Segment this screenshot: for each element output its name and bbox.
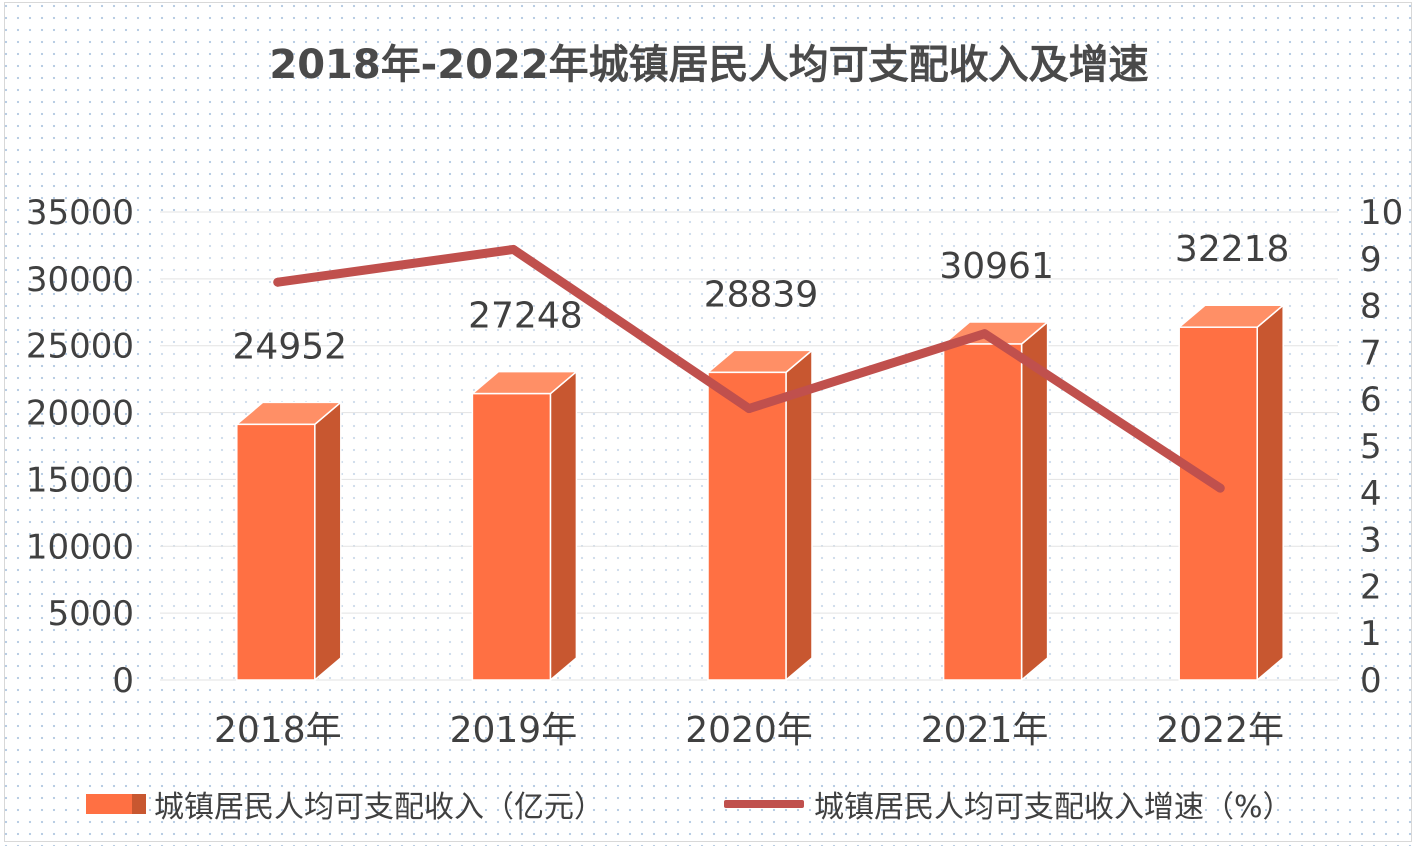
x-axis-tick-label: 2021年 bbox=[921, 710, 1049, 751]
bar-side bbox=[1256, 303, 1284, 682]
x-axis-tick-label: 2022年 bbox=[1156, 710, 1284, 751]
left-axis-tick-label: 15000 bbox=[26, 460, 134, 500]
x-axis-tick-label: 2018年 bbox=[214, 710, 342, 751]
left-axis-tick-label: 20000 bbox=[26, 394, 134, 434]
left-axis-tick-label: 10000 bbox=[26, 527, 134, 567]
growth-rate-point bbox=[744, 404, 754, 414]
left-axis-tick-label: 0 bbox=[112, 661, 134, 701]
right-axis-tick-label: 5 bbox=[1360, 427, 1382, 467]
legend-label-line: 城镇居民人均可支配收入增速（%） bbox=[814, 790, 1293, 825]
right-axis-tick-label: 0 bbox=[1360, 661, 1382, 701]
x-axis-tick-label: 2019年 bbox=[450, 710, 578, 751]
legend-item-bar: 城镇居民人均可支配收入（亿元） bbox=[86, 782, 604, 826]
growth-rate-point bbox=[273, 277, 283, 287]
chart-title: 2018年-2022年城镇居民人均可支配收入及增速 bbox=[269, 42, 1149, 88]
growth-rate-point bbox=[1215, 483, 1225, 493]
x-axis-tick-label: 2020年 bbox=[685, 710, 813, 751]
legend-label-bar: 城镇居民人均可支配收入（亿元） bbox=[154, 790, 604, 825]
left-axis-tick-label: 25000 bbox=[26, 327, 134, 367]
bar-data-label: 28839 bbox=[704, 274, 819, 315]
left-axis-tick-label: 5000 bbox=[47, 594, 134, 634]
bar-side bbox=[314, 400, 342, 682]
bar-side bbox=[549, 370, 578, 682]
right-axis-tick-label: 1 bbox=[1360, 614, 1382, 654]
bar-data-label: 30961 bbox=[939, 246, 1054, 287]
right-axis-tick-label: 3 bbox=[1360, 521, 1382, 561]
growth-rate-point bbox=[508, 244, 518, 254]
bar-data-label: 24952 bbox=[233, 326, 348, 367]
bar-data-label: 27248 bbox=[468, 296, 583, 337]
bar bbox=[236, 423, 316, 681]
legend: 城镇居民人均可支配收入（亿元） 城镇居民人均可支配收入增速（%） bbox=[0, 782, 1418, 834]
left-axis-tick-label: 30000 bbox=[26, 260, 134, 300]
bar-data-label: 32218 bbox=[1175, 229, 1290, 270]
right-axis-tick-label: 7 bbox=[1360, 333, 1382, 373]
right-axis-tick-label: 9 bbox=[1360, 240, 1382, 280]
legend-item-line: 城镇居民人均可支配收入增速（%） bbox=[724, 782, 1293, 826]
legend-swatch-bar bbox=[86, 794, 146, 814]
bar bbox=[707, 371, 787, 681]
right-axis-tick-label: 10 bbox=[1360, 193, 1403, 233]
right-axis-tick-label: 8 bbox=[1360, 287, 1382, 327]
bar bbox=[471, 392, 552, 681]
bar bbox=[1178, 326, 1258, 681]
chart-frame bbox=[4, 2, 1412, 842]
growth-rate-point bbox=[980, 329, 990, 339]
right-axis-tick-label: 4 bbox=[1360, 474, 1382, 514]
bar bbox=[942, 343, 1023, 681]
right-axis-tick-label: 2 bbox=[1360, 567, 1382, 607]
left-axis-tick-label: 35000 bbox=[26, 193, 134, 233]
right-axis-tick-label: 6 bbox=[1360, 380, 1382, 420]
legend-swatch-line bbox=[724, 800, 804, 808]
